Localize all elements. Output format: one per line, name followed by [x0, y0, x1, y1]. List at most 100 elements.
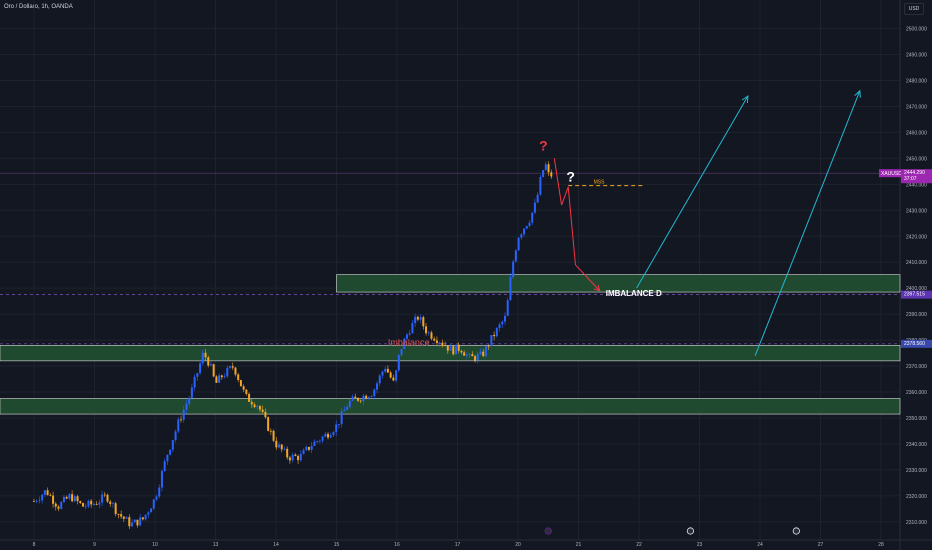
y-tick-label: 2410.000 [906, 260, 927, 266]
candle-body [35, 501, 38, 502]
bullish-arrow [754, 90, 861, 356]
candle-body [318, 440, 321, 442]
y-tick-label: 2320.000 [906, 494, 927, 500]
y-tick-label: 2490.000 [906, 53, 927, 59]
candle-body [68, 494, 71, 499]
candle-body [182, 409, 185, 420]
candle-body [397, 354, 400, 371]
candle-body [180, 419, 183, 421]
candle-body [133, 519, 136, 523]
candle-body [106, 494, 109, 502]
candle-body [313, 441, 316, 446]
candle-body [152, 499, 155, 509]
y-tick-label: 2460.000 [906, 130, 927, 136]
candle-body [493, 334, 496, 337]
candle-body [542, 170, 545, 177]
price-level-2-tag [901, 339, 932, 348]
candle-body [503, 315, 506, 322]
x-tick-label: 10 [152, 542, 158, 548]
candle-body [38, 500, 41, 502]
x-tick-label: 17 [455, 542, 461, 548]
candle-body [297, 455, 300, 461]
candle-body [351, 396, 354, 401]
candle-body [267, 417, 270, 431]
candle-body [158, 487, 161, 497]
candle-body [207, 357, 210, 366]
y-tick-label: 2420.000 [906, 234, 927, 240]
candle-body [33, 501, 35, 502]
x-tick-label: 14 [273, 542, 279, 548]
candle-body [346, 407, 349, 410]
candle-body [430, 332, 433, 339]
candle-body [324, 433, 327, 437]
candle-body [449, 346, 452, 351]
candle-body [231, 366, 234, 368]
candle-body [408, 333, 411, 335]
candle-body [495, 327, 498, 337]
candle-body [171, 440, 174, 450]
chart-title: Oro / Dollaro, 1h, OANDA [4, 4, 73, 10]
candle-body [454, 344, 457, 355]
candle-body [359, 400, 362, 402]
candle-body [484, 345, 487, 357]
candle-body [117, 513, 120, 515]
candle-body [444, 345, 447, 346]
candle-body [62, 496, 65, 503]
candle-body [392, 377, 395, 381]
y-tick-label: 2400.000 [906, 286, 927, 292]
candle-body [193, 376, 196, 388]
y-tick-label: 2310.000 [906, 520, 927, 526]
candle-body [362, 395, 365, 402]
candle-body [446, 345, 449, 351]
candle-body [389, 372, 392, 378]
y-tick-label: 2440.000 [906, 182, 927, 188]
candle-body [433, 338, 436, 341]
candle-body [460, 350, 463, 353]
candle-body [490, 334, 493, 347]
candle-body [332, 432, 335, 436]
candle-body [376, 383, 379, 390]
x-tick-label: 21 [576, 542, 582, 548]
candle-body [400, 348, 403, 355]
candle-body [258, 406, 261, 410]
candle-body [269, 430, 272, 432]
candle-body [147, 512, 150, 515]
candle-body [144, 514, 147, 520]
candle-body [288, 457, 291, 461]
candle-body [501, 321, 504, 325]
x-tick-label: 13 [213, 542, 219, 548]
candle-body [98, 502, 101, 505]
candle-body [131, 522, 134, 527]
candle-body [101, 494, 104, 503]
candle-body [514, 250, 517, 262]
candle-body [92, 504, 95, 506]
candle-body [528, 222, 531, 227]
candle-body [141, 517, 144, 520]
candle-body [302, 450, 305, 454]
candle-body [550, 172, 553, 177]
candle-body [343, 409, 346, 412]
candle-body [547, 164, 550, 173]
candle-body [111, 503, 114, 505]
candle-body [190, 387, 193, 398]
candle-body [381, 371, 384, 376]
imbalance-label: Imbalance [388, 337, 430, 347]
candle-body [512, 261, 515, 278]
candle-body [367, 396, 370, 399]
candle-body [531, 212, 534, 223]
currency-selector[interactable]: USD [904, 3, 924, 15]
candle-body [506, 300, 509, 316]
candle-body [278, 444, 281, 448]
candle-body [212, 364, 215, 377]
question-mark-white: ? [566, 169, 575, 185]
price-level-tag [901, 290, 932, 299]
candle-body [405, 334, 408, 339]
current-price-tag-text: 2444.290 [904, 170, 925, 176]
x-tick-label: 22 [636, 542, 642, 548]
bullish-arrow [636, 95, 749, 289]
candle-body [471, 354, 474, 357]
candle-body [204, 352, 207, 358]
candle-body [120, 514, 123, 517]
candle-body [65, 496, 68, 499]
